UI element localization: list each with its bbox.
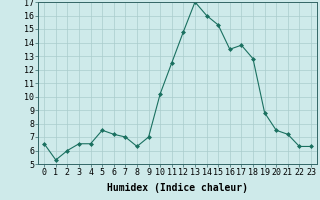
X-axis label: Humidex (Indice chaleur): Humidex (Indice chaleur) — [107, 183, 248, 193]
